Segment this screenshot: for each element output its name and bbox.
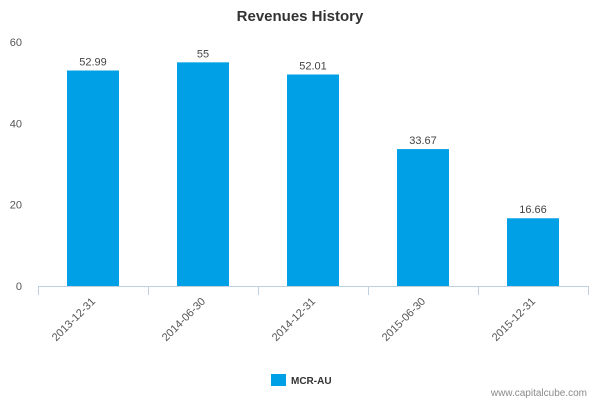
x-axis-labels: 2013-12-31 2014-06-30 2014-12-31 2015-06-30…	[50, 296, 538, 344]
bar[interactable]	[67, 70, 119, 287]
bar[interactable]	[287, 74, 339, 286]
x-tick-label: 2015-06-30	[380, 296, 428, 344]
data-label: 55	[197, 48, 209, 60]
y-tick-label: 40	[10, 118, 22, 130]
y-tick-label: 60	[10, 37, 22, 49]
watermark[interactable]: www.capitalcube.com	[490, 388, 587, 399]
bar[interactable]	[397, 149, 449, 286]
chart-title: Revenues History	[237, 8, 364, 25]
data-label: 52.01	[299, 60, 327, 72]
y-tick-label: 20	[10, 200, 22, 212]
bars	[67, 62, 559, 287]
legend-label: MCR-AU	[291, 376, 332, 387]
x-tick-label: 2015-12-31	[490, 296, 538, 344]
legend[interactable]: MCR-AU	[271, 374, 332, 387]
x-ticks	[38, 286, 589, 295]
data-label: 16.66	[519, 204, 547, 216]
y-axis-labels: 0 20 40 60	[10, 37, 22, 293]
x-tick-label: 2014-06-30	[160, 296, 208, 344]
y-tick-label: 0	[16, 281, 22, 293]
legend-swatch	[271, 374, 286, 386]
x-tick-label: 2013-12-31	[50, 296, 98, 344]
bar[interactable]	[507, 218, 559, 286]
data-labels: 52.99 55 52.01 33.67 16.66	[79, 48, 547, 216]
bar[interactable]	[177, 62, 229, 287]
x-tick-label: 2014-12-31	[270, 296, 318, 344]
data-label: 33.67	[409, 135, 437, 147]
data-label: 52.99	[79, 57, 107, 69]
